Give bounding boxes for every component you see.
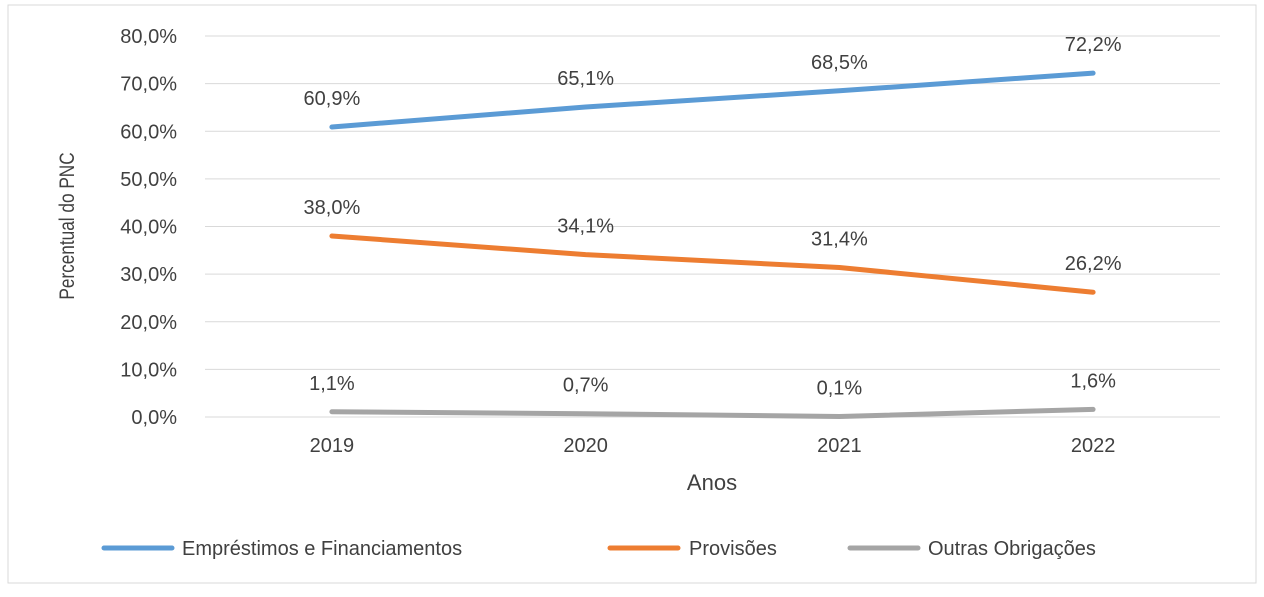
y-tick-label: 70,0% [120, 74, 177, 96]
y-tick-label: 80,0% [120, 26, 177, 48]
x-tick-label: 2022 [1071, 435, 1116, 457]
legend-label: Outras Obrigações [928, 538, 1096, 560]
data-label: 68,5% [811, 52, 868, 74]
data-label: 1,6% [1070, 370, 1116, 392]
x-tick-label: 2021 [817, 435, 862, 457]
y-axis-title: Percentual do PNC [57, 152, 80, 299]
x-axis-title: Anos [687, 470, 737, 495]
data-label: 31,4% [811, 228, 868, 250]
y-tick-label: 0,0% [131, 407, 177, 429]
data-label: 38,0% [304, 197, 361, 219]
data-label: 65,1% [557, 68, 614, 90]
data-label: 1,1% [309, 373, 355, 395]
y-axis-ticks: 0,0% 10,0% 20,0% 30,0% 40,0% 50,0% 60,0% 70,0% 8… [120, 26, 177, 429]
data-label: 72,2% [1065, 34, 1122, 56]
series-line-0 [329, 70, 1096, 130]
data-label: 34,1% [557, 216, 614, 238]
data-labels: 60,9% 65,1% 68,5% 72,2% 38,0% 34,1% 31,4% 26,2%… [304, 34, 1122, 399]
data-label: 0,1% [817, 378, 863, 400]
series-lines [329, 70, 1096, 419]
x-tick-label: 2019 [310, 435, 355, 457]
legend-label: Provisões [689, 538, 777, 560]
x-tick-label: 2020 [563, 435, 608, 457]
y-tick-label: 10,0% [120, 359, 177, 381]
legend: Empréstimos e Financiamentos Provisões Out… [101, 538, 1096, 560]
gridlines [205, 35, 1220, 418]
legend-label: Empréstimos e Financiamentos [182, 538, 462, 560]
data-label: 26,2% [1065, 253, 1122, 275]
y-tick-label: 40,0% [120, 217, 177, 239]
data-label: 60,9% [304, 88, 361, 110]
y-tick-label: 20,0% [120, 312, 177, 334]
x-axis-ticks: 2019 2020 2021 2022 [310, 435, 1116, 457]
chart-border [7, 4, 1257, 584]
y-tick-label: 60,0% [120, 121, 177, 143]
series-line-2 [329, 406, 1096, 419]
y-tick-label: 50,0% [120, 169, 177, 191]
data-label: 0,7% [563, 375, 609, 397]
series-line-1 [329, 233, 1096, 295]
y-tick-label: 30,0% [120, 264, 177, 286]
